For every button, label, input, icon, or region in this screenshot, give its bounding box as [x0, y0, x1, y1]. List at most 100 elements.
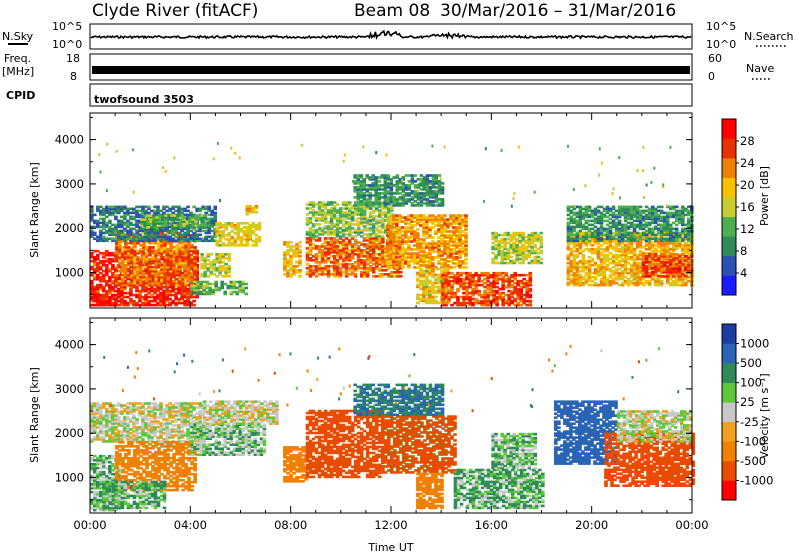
power-cell: [575, 249, 580, 253]
power-cell: [359, 211, 364, 214]
power-cell: [494, 247, 498, 251]
power-cell: [115, 246, 119, 249]
power-cell: [308, 201, 313, 204]
power-cell: [338, 237, 343, 240]
power-cell: [443, 267, 447, 271]
power-cell: [416, 204, 421, 207]
power-cell: [129, 259, 133, 263]
power-cell: [516, 283, 520, 287]
power-cell: [317, 251, 322, 254]
power-cell: [449, 230, 453, 233]
power-cell: [338, 273, 343, 276]
power-cell: [193, 267, 197, 271]
power-cell: [168, 291, 172, 295]
power-cell: [161, 216, 165, 219]
power-cell: [510, 289, 514, 293]
power-cell: [381, 219, 385, 222]
power-cell: [434, 176, 439, 179]
power-cell: [425, 301, 429, 305]
power-cell: [206, 267, 210, 270]
power-cell: [171, 231, 175, 235]
power-cell: [320, 215, 325, 218]
power-cell: [449, 256, 453, 259]
power-cell: [138, 209, 142, 213]
power-cell: [156, 277, 160, 281]
power-cell: [371, 174, 375, 177]
power-cell: [392, 204, 397, 207]
power-cell: [305, 247, 310, 250]
power-cell: [404, 186, 409, 189]
power-cell: [539, 245, 544, 249]
power-cell: [213, 205, 217, 209]
power-cell: [130, 271, 134, 275]
power-cell: [135, 205, 139, 209]
power-cell: [207, 205, 211, 209]
power-cell: [129, 217, 133, 221]
power-cell: [317, 239, 322, 242]
power-cell: [491, 231, 495, 235]
power-cell: [404, 252, 408, 255]
power-cell: [395, 232, 399, 235]
power-cell: [392, 218, 396, 221]
power-cell: [90, 265, 94, 269]
power-cell: [96, 257, 100, 261]
power-cell: [584, 279, 589, 283]
power-cell: [156, 211, 160, 215]
power-cell: [407, 230, 411, 233]
power-cell: [105, 251, 109, 255]
power-cell: [533, 237, 538, 241]
power-cell: [126, 235, 130, 239]
power-cell: [115, 259, 119, 263]
power-cell: [105, 259, 109, 263]
power-cell: [138, 239, 142, 243]
power-cell: [401, 254, 405, 257]
power-cell: [127, 247, 131, 251]
power-cell: [569, 277, 574, 281]
power-cell: [381, 251, 385, 254]
power-cell: [507, 301, 511, 305]
power-cell: [489, 293, 493, 297]
power-cell: [459, 281, 463, 285]
power-cell: [581, 253, 586, 257]
power-cell: [344, 203, 349, 206]
nsky-tick-top: 10^5: [52, 20, 82, 33]
power-cell: [111, 265, 115, 269]
power-cell: [123, 205, 127, 209]
power-cell: [143, 224, 147, 227]
power-cell: [126, 229, 130, 233]
power-cell: [425, 220, 429, 223]
power-cell: [431, 297, 435, 301]
power-cell: [362, 178, 366, 181]
power-cell: [96, 283, 100, 287]
power-cell: [157, 246, 161, 249]
power-cell: [221, 236, 225, 239]
power-cell: [437, 230, 441, 233]
power-cell: [434, 242, 438, 245]
power-cell: [416, 194, 421, 197]
power-cell: [192, 257, 196, 261]
power-cell: [218, 269, 222, 272]
power-cell: [245, 232, 250, 235]
power-cell: [148, 259, 152, 263]
power-cell: [329, 251, 334, 254]
power-cell: [173, 214, 177, 217]
power-cell: [197, 224, 201, 227]
power-cell: [422, 287, 426, 291]
power-cell: [136, 279, 140, 283]
power-cell: [153, 239, 157, 243]
power-cell: [136, 273, 140, 277]
power-cell: [117, 303, 121, 307]
power-cell: [335, 255, 340, 258]
power-cell: [362, 263, 367, 266]
power-cell: [286, 253, 290, 256]
power-cell: [221, 255, 225, 258]
power-cell: [587, 255, 592, 259]
power-cell: [404, 234, 408, 237]
power-cell: [132, 209, 136, 213]
power-cell: [365, 207, 370, 210]
power-cell: [503, 237, 507, 241]
power-cell: [566, 271, 571, 275]
power-cell: [144, 227, 148, 231]
power-cell: [96, 293, 100, 297]
power-cell: [422, 218, 426, 221]
